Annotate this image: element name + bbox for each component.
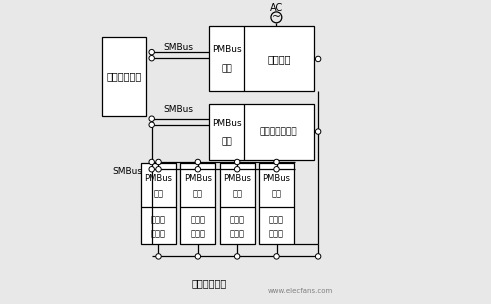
Text: PMBus: PMBus [263,174,291,182]
Text: PMBus: PMBus [212,119,242,128]
Circle shape [315,56,321,62]
Text: SMBus: SMBus [112,167,142,176]
Text: 接口: 接口 [221,137,232,146]
Circle shape [149,122,154,127]
Circle shape [235,159,240,165]
Circle shape [195,167,200,172]
Text: 中间总线电压: 中间总线电压 [191,279,227,288]
Text: 负载点: 负载点 [269,215,284,224]
Circle shape [149,167,154,172]
Circle shape [274,159,279,165]
Text: 接口: 接口 [272,190,281,199]
Text: PMBus: PMBus [184,174,212,182]
Bar [259,163,294,244]
Bar [209,104,314,160]
Circle shape [149,116,154,121]
Text: AC: AC [270,3,283,13]
Text: SMBus: SMBus [164,43,194,52]
Circle shape [315,254,321,259]
Circle shape [149,55,154,61]
Text: 接口: 接口 [193,190,203,199]
Text: 中间总线变换器: 中间总线变换器 [260,127,298,136]
Circle shape [195,159,200,165]
Bar [209,26,314,92]
Text: 接口: 接口 [221,64,232,73]
Text: www.elecfans.com: www.elecfans.com [267,288,332,294]
Circle shape [156,254,161,259]
Text: PMBus: PMBus [212,45,242,54]
Circle shape [274,167,279,172]
Text: PMBus: PMBus [144,174,172,182]
Text: 负载点: 负载点 [191,215,205,224]
Circle shape [149,159,154,165]
Text: 接口: 接口 [232,190,242,199]
Bar [102,37,146,116]
Text: 负载点: 负载点 [230,215,245,224]
Text: 接口: 接口 [154,190,164,199]
Text: 系统主控单元: 系统主控单元 [106,71,141,81]
Circle shape [235,167,240,172]
Text: 负载点: 负载点 [151,215,166,224]
Circle shape [156,159,161,165]
Text: 前端电源: 前端电源 [267,54,291,64]
Text: ~: ~ [272,12,281,22]
Bar [220,163,254,244]
Text: 变换器: 变换器 [191,229,205,238]
Bar [141,163,176,244]
Text: 变换器: 变换器 [230,229,245,238]
Circle shape [156,167,161,172]
Text: 变换器: 变换器 [151,229,166,238]
Bar [180,163,215,244]
Text: PMBus: PMBus [223,174,251,182]
Circle shape [274,254,279,259]
Circle shape [195,254,200,259]
Text: 变换器: 变换器 [269,229,284,238]
Circle shape [149,50,154,55]
Text: SMBus: SMBus [164,105,194,114]
Circle shape [235,254,240,259]
Circle shape [315,129,321,134]
